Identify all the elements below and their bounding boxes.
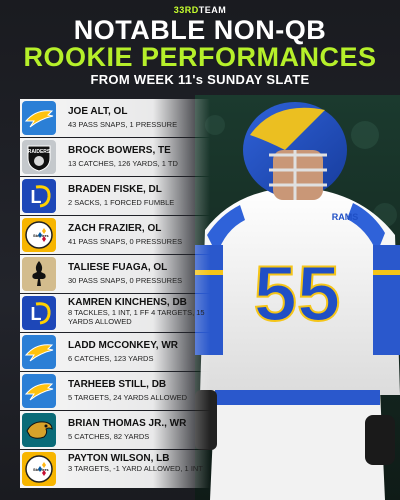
player-row: TALIESE FUAGA, OL 30 PASS SNAPS, 0 PRESS… [20,255,210,293]
player-name: BRADEN FISKE, DL [68,184,162,195]
player-name: ZACH FRAZIER, OL [68,223,162,234]
jersey-number: 55 [254,249,341,337]
brand-suffix: TEAM [198,5,227,15]
steelers-logo-icon: Steelers [22,218,56,252]
player-row: JOE ALT, OL 43 PASS SNAPS, 1 PRESSURE [20,99,210,137]
player-list: JOE ALT, OL 43 PASS SNAPS, 1 PRESSURE RA… [20,99,210,489]
svg-text:RAIDERS: RAIDERS [28,149,51,155]
svg-text:L: L [31,187,42,207]
saints-logo-icon [22,257,56,291]
player-stat: 6 CATCHES, 123 YARDS [68,354,154,363]
brand-prefix: 33RD [173,5,199,15]
player-row: L BRADEN FISKE, DL 2 SACKS, 1 FORCED FUM… [20,177,210,215]
chargers-logo-icon [22,374,56,408]
player-name: PAYTON WILSON, LB [68,453,170,464]
player-name: BRIAN THOMAS JR., WR [68,418,187,429]
player-row: Steelers ZACH FRAZIER, OL 41 PASS SNAPS,… [20,216,210,254]
player-stat: 5 CATCHES, 82 YARDS [68,432,150,441]
chargers-logo-icon [22,335,56,369]
player-row: LADD MCCONKEY, WR 6 CATCHES, 123 YARDS [20,333,210,371]
player-row: TARHEEB STILL, DB 5 TARGETS, 24 YARDS AL… [20,372,210,410]
title-line-1: NOTABLE NON-QB [73,15,327,45]
player-name: LADD MCCONKEY, WR [68,340,178,351]
raiders-logo-icon: RAIDERS [22,140,56,174]
rams-logo-icon: L [22,179,56,213]
svg-text:L: L [31,304,42,324]
player-stat: 8 TACKLES, 1 INT, 1 FF 4 TARGETS, 15 YAR… [68,308,205,326]
player-row: Steelers PAYTON WILSON, LB 3 TARGETS, -1… [20,450,210,488]
player-stat: 2 SACKS, 1 FORCED FUMBLE [68,198,175,207]
player-name: KAMREN KINCHENS, DB [68,297,187,308]
steelers-logo-icon: Steelers [22,452,56,486]
player-stat: 5 TARGETS, 24 YARDS ALLOWED [68,393,188,402]
title-line-2: ROOKIE PERFORMANCES [23,42,377,72]
player-row: L KAMREN KINCHENS, DB 8 TACKLES, 1 INT, … [20,294,210,332]
player-stat: 43 PASS SNAPS, 1 PRESSURE [68,120,178,129]
player-stat: 41 PASS SNAPS, 0 PRESSURES [68,237,183,246]
player-stat: 13 CATCHES, 126 YARDS, 1 TD [68,159,178,168]
header: 33RDTEAM NOTABLE NON-QB ROOKIE PERFORMAN… [0,0,400,95]
player-stat: 3 TARGETS, -1 YARD ALLOWED, 1 INT [68,464,203,473]
subtitle: FROM WEEK 11's SUNDAY SLATE [90,72,310,87]
player-stat: 30 PASS SNAPS, 0 PRESSURES [68,276,183,285]
player-name: JOE ALT, OL [68,106,128,117]
player-row: BRIAN THOMAS JR., WR 5 CATCHES, 82 YARDS [20,411,210,449]
jersey-wordmark: RAMS [332,212,359,222]
jaguars-logo-icon [22,413,56,447]
rams-logo-icon: L [22,296,56,330]
player-row: RAIDERS BROCK BOWERS, TE 13 CATCHES, 126… [20,138,210,176]
chargers-logo-icon [22,101,56,135]
player-name: TALIESE FUAGA, OL [68,262,168,273]
player-photo: 55 RAMS [195,95,400,500]
player-name: BROCK BOWERS, TE [68,145,171,156]
player-name: TARHEEB STILL, DB [68,379,167,390]
brand-logo: 33RDTEAM [0,5,400,15]
